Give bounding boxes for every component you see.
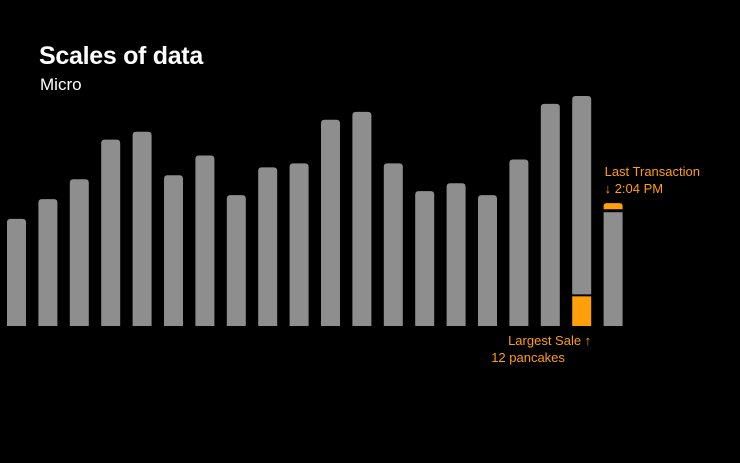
- bar-20: [603, 212, 623, 326]
- bar-9: [258, 167, 278, 326]
- bar-12: [352, 111, 372, 327]
- bar-1: [7, 218, 26, 326]
- bar-4: [101, 139, 121, 326]
- bar-17: [509, 159, 529, 326]
- last-transaction-time: ↓ 2:04 PM: [605, 181, 664, 196]
- bar-16: [478, 195, 497, 326]
- bar-18: [540, 103, 560, 327]
- bar-13: [383, 163, 403, 326]
- largest-sale-label: Largest Sale ↑: [508, 333, 591, 348]
- bar-group: [7, 96, 623, 327]
- largest-sale-highlight: [572, 296, 592, 326]
- bar-7: [195, 155, 215, 326]
- bar-10: [289, 163, 309, 326]
- last-transaction-highlight: [603, 203, 623, 210]
- bar-5: [132, 131, 152, 326]
- bar-19: [572, 96, 592, 295]
- chart-subtitle: Micro: [40, 75, 82, 94]
- chart-title: Scales of data: [39, 42, 203, 70]
- bar-14: [415, 191, 435, 326]
- last-transaction-label: Last Transaction: [605, 164, 700, 179]
- bar-11: [321, 119, 340, 326]
- bar-6: [164, 175, 183, 326]
- bar-8: [226, 195, 246, 326]
- largest-sale-value: 12 pancakes: [491, 350, 565, 365]
- annotation-group: Largest Sale ↑ 12 pancakes Last Transactio…: [491, 164, 700, 365]
- bar-15: [446, 183, 466, 326]
- bar-2: [38, 199, 58, 326]
- bar-3: [69, 179, 89, 326]
